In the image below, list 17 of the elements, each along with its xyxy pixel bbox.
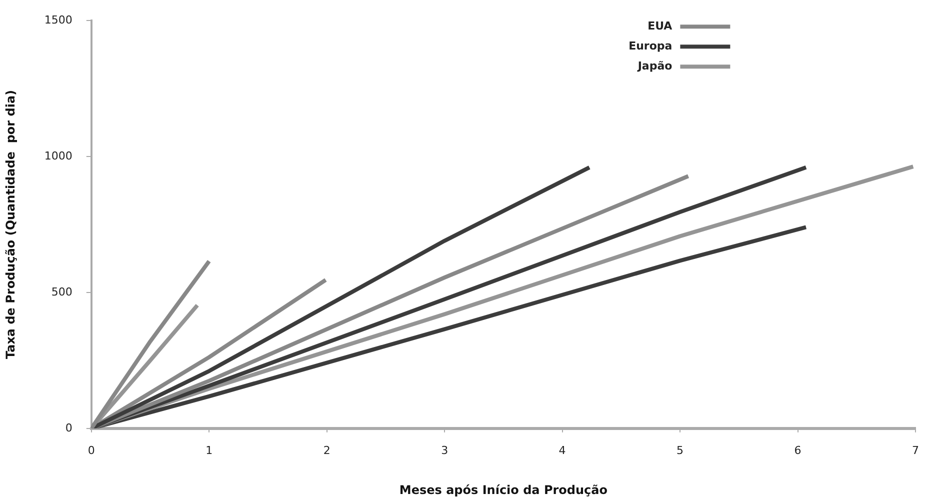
y-tick-label: 500 (51, 285, 72, 298)
x-tick-label: 7 (912, 444, 919, 457)
y-tick-label: 1000 (44, 149, 72, 162)
legend-label: EUA (648, 19, 673, 32)
x-tick-label: 2 (323, 444, 330, 457)
legend-label: Europa (628, 39, 672, 52)
x-tick-label: 3 (441, 444, 448, 457)
x-tick-label: 5 (676, 444, 684, 457)
y-tick-label: 0 (65, 421, 72, 434)
legend-label: Japão (636, 59, 673, 72)
x-tick-label: 6 (794, 444, 802, 457)
x-tick-label: 1 (206, 444, 213, 457)
x-tick-label: 4 (558, 444, 566, 457)
x-tick-label: 0 (88, 444, 95, 457)
x-axis-title: Meses após Início da Produção (399, 482, 608, 497)
y-axis-title: Taxa de Produção (Quantidade por dia) (3, 90, 18, 360)
y-tick-label: 1500 (44, 13, 72, 26)
